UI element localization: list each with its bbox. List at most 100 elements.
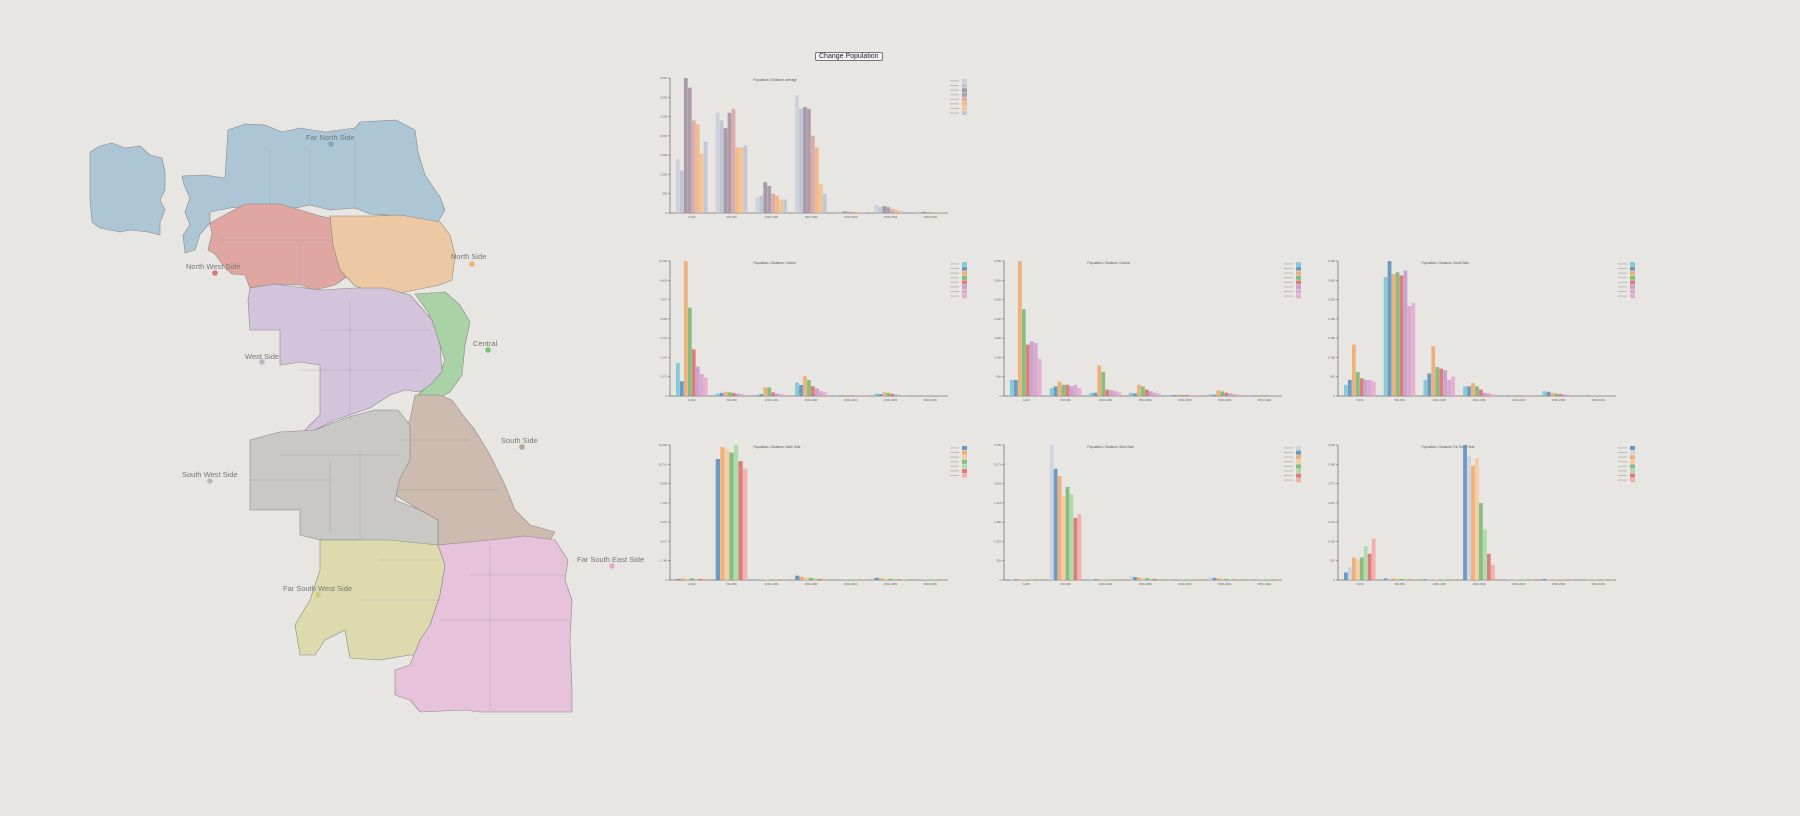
chart-bar[interactable] [695,366,700,396]
chart-bar[interactable] [795,575,800,580]
chart-bar[interactable] [1232,394,1237,396]
far-south-east-side-marker[interactable] [609,563,615,569]
chart-bar[interactable] [1423,579,1428,580]
chart-bar[interactable] [1506,395,1511,396]
chart-bar[interactable] [892,579,898,580]
chart-bar[interactable] [1065,384,1070,396]
chart-bar[interactable] [807,380,811,396]
chart-bar[interactable] [771,392,776,396]
chart-bar[interactable] [1017,579,1022,580]
chart-bar[interactable] [854,211,859,213]
chart-bar[interactable] [1192,395,1197,396]
chart-bar[interactable] [1344,572,1348,581]
chart-bar[interactable] [1427,373,1432,397]
chart-bar[interactable] [1542,578,1547,580]
chart-bar[interactable] [795,382,799,397]
chart-bar[interactable] [1439,368,1444,396]
chart-bar[interactable] [1089,392,1094,396]
chart-bar[interactable] [1383,277,1388,396]
chart-bar[interactable] [842,395,847,396]
chart-bar[interactable] [803,376,807,396]
chart-bar[interactable] [1224,578,1229,580]
chart-bar[interactable] [1168,395,1173,396]
chart-bar[interactable] [822,193,827,213]
chart-bar[interactable] [719,392,724,396]
chart-bar[interactable] [739,394,744,396]
chart-bar[interactable] [1109,390,1114,396]
chart-bar[interactable] [1347,566,1352,580]
chart-bar[interactable] [1359,557,1364,581]
chart-bar[interactable] [698,578,704,580]
chart-bar[interactable] [676,362,680,396]
chart-bar[interactable] [1427,579,1432,580]
chart-bar[interactable] [1061,384,1066,396]
chart-bar[interactable] [1113,391,1118,396]
chart-bar[interactable] [1137,577,1141,580]
chart-bar[interactable] [767,387,772,396]
chart-bar[interactable] [779,199,784,214]
chart-bar[interactable] [739,147,744,213]
chart-bar[interactable] [676,578,681,580]
chart-bar[interactable] [1228,393,1233,396]
chart-bar[interactable] [1483,529,1487,580]
chart-bar[interactable] [799,108,803,213]
chart-bar[interactable] [729,452,734,580]
chart-bar[interactable] [1021,309,1026,396]
chart-bar[interactable] [1423,379,1428,396]
chart-bar[interactable] [898,394,903,396]
chart-bar[interactable] [1069,494,1074,580]
chart-bar[interactable] [1097,365,1102,396]
chart-bar[interactable] [1486,553,1491,580]
chart-bar[interactable] [818,391,823,396]
chart-bar[interactable] [1101,579,1106,580]
chart-bar[interactable] [818,184,823,213]
chart-bar[interactable] [1256,395,1261,396]
chart-bar[interactable] [1145,578,1149,580]
chart-bar[interactable] [1141,386,1145,396]
chart-bar[interactable] [1017,261,1022,396]
chart-bar[interactable] [742,468,748,580]
chart-bar[interactable] [1355,371,1360,396]
chart-bar[interactable] [930,212,934,213]
chart-bar[interactable] [1208,394,1213,396]
chart-bar[interactable] [1451,376,1456,396]
chart-bar[interactable] [703,579,708,580]
north-side-region[interactable] [329,214,456,294]
chart-bar[interactable] [1463,386,1467,396]
chart-bar[interactable] [1471,465,1475,580]
chart-bar[interactable] [1093,579,1098,580]
chart-bar[interactable] [1053,386,1058,396]
chart-bar[interactable] [834,395,839,396]
chart-bar[interactable] [1562,394,1567,396]
chart-bar[interactable] [1550,392,1555,396]
chart-bar[interactable] [874,205,879,213]
chart-bar[interactable] [894,394,899,396]
chart-bar[interactable] [699,373,704,396]
chart-bar[interactable] [723,391,728,396]
central-marker[interactable] [485,347,491,353]
chart-bar[interactable] [886,392,891,396]
chart-bar[interactable] [1117,392,1122,396]
chart-bar[interactable] [1475,458,1479,580]
chart-bar[interactable] [874,577,879,580]
chart-bar[interactable] [1149,391,1153,396]
chart-bar[interactable] [1172,395,1177,396]
change-population-button[interactable]: Change Population [815,52,883,61]
chart-bar[interactable] [703,377,708,396]
far-south-east-side-region[interactable] [394,535,573,713]
chart-bar[interactable] [691,120,696,213]
chart-bar[interactable] [1176,394,1181,396]
chart-bar[interactable] [1411,579,1416,580]
north-west-side-region[interactable] [207,203,361,291]
chart-bar[interactable] [735,147,740,213]
far-north-side-marker[interactable] [328,141,334,147]
chart-bar[interactable] [1371,381,1376,396]
chart-bar[interactable] [834,211,839,213]
north-side-marker[interactable] [469,261,475,267]
chart-bar[interactable] [815,147,819,213]
chart-bar[interactable] [738,461,743,580]
chart-bar[interactable] [1049,387,1054,396]
chart-bar[interactable] [850,395,855,396]
chart-bar[interactable] [1550,579,1555,580]
chart-bar[interactable] [1399,578,1404,580]
